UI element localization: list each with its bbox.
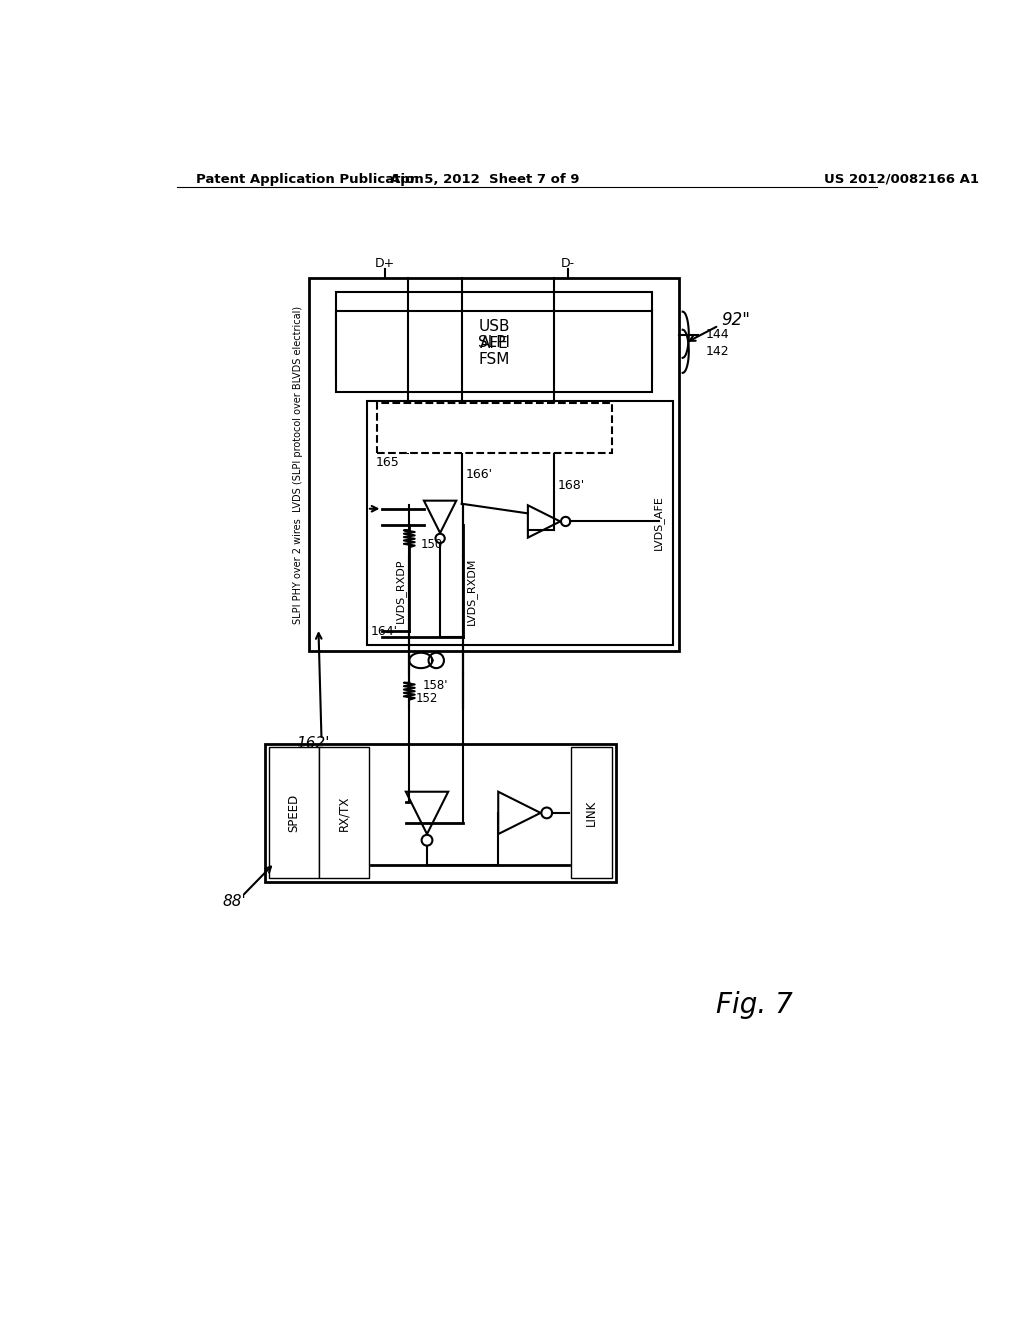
Bar: [571, 747, 611, 878]
Bar: [336, 292, 652, 378]
Text: 168': 168': [558, 479, 585, 492]
Text: 144: 144: [706, 329, 729, 342]
Text: SLPI PHY over 2 wires  LVDS (SLPI protocol over BLVDS electrical): SLPI PHY over 2 wires LVDS (SLPI protoco…: [294, 305, 303, 623]
Text: Apr. 5, 2012  Sheet 7 of 9: Apr. 5, 2012 Sheet 7 of 9: [390, 173, 580, 186]
Text: SPEED: SPEED: [288, 793, 301, 832]
Text: 166': 166': [466, 469, 493, 482]
Text: LINK: LINK: [585, 800, 598, 826]
Bar: [367, 401, 673, 645]
Text: SLPI
FSM: SLPI FSM: [478, 335, 510, 367]
Text: LVDS_AFE: LVDS_AFE: [653, 495, 665, 550]
Bar: [265, 743, 615, 882]
Text: 142: 142: [706, 345, 729, 358]
Bar: [336, 312, 652, 392]
Text: 152: 152: [416, 693, 438, 705]
Bar: [309, 277, 679, 651]
Text: Fig. 7: Fig. 7: [716, 991, 793, 1019]
Text: D-: D-: [561, 257, 575, 271]
Bar: [319, 747, 370, 878]
Text: D+: D+: [375, 257, 395, 271]
Text: 92": 92": [721, 312, 750, 329]
Text: 150: 150: [421, 539, 443, 552]
Text: US 2012/0082166 A1: US 2012/0082166 A1: [823, 173, 979, 186]
Text: 158': 158': [423, 680, 449, 693]
Bar: [269, 747, 319, 878]
Text: 162': 162': [296, 737, 330, 751]
Text: 88': 88': [223, 894, 247, 909]
Text: RX/TX: RX/TX: [338, 795, 351, 830]
Text: LVDS_RXDM: LVDS_RXDM: [466, 557, 477, 624]
Text: LVDS_RXDP: LVDS_RXDP: [395, 558, 407, 623]
Text: 164': 164': [371, 624, 398, 638]
Text: 165: 165: [376, 455, 399, 469]
Text: Patent Application Publication: Patent Application Publication: [196, 173, 424, 186]
Text: USB
AFE: USB AFE: [478, 318, 510, 351]
Bar: [377, 404, 611, 453]
